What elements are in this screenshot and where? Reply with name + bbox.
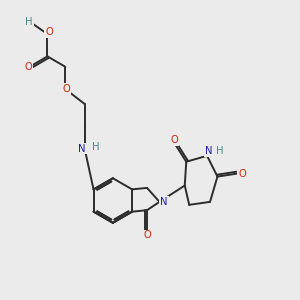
Text: O: O bbox=[45, 27, 53, 37]
Text: H: H bbox=[92, 142, 100, 152]
Text: O: O bbox=[143, 230, 151, 241]
Text: O: O bbox=[63, 84, 71, 94]
Text: N: N bbox=[79, 143, 86, 154]
Text: N: N bbox=[205, 146, 212, 156]
Text: O: O bbox=[170, 135, 178, 145]
Text: H: H bbox=[25, 17, 33, 27]
Text: O: O bbox=[24, 62, 32, 72]
Text: H: H bbox=[216, 146, 223, 156]
Text: N: N bbox=[160, 197, 168, 207]
Text: O: O bbox=[238, 169, 246, 178]
